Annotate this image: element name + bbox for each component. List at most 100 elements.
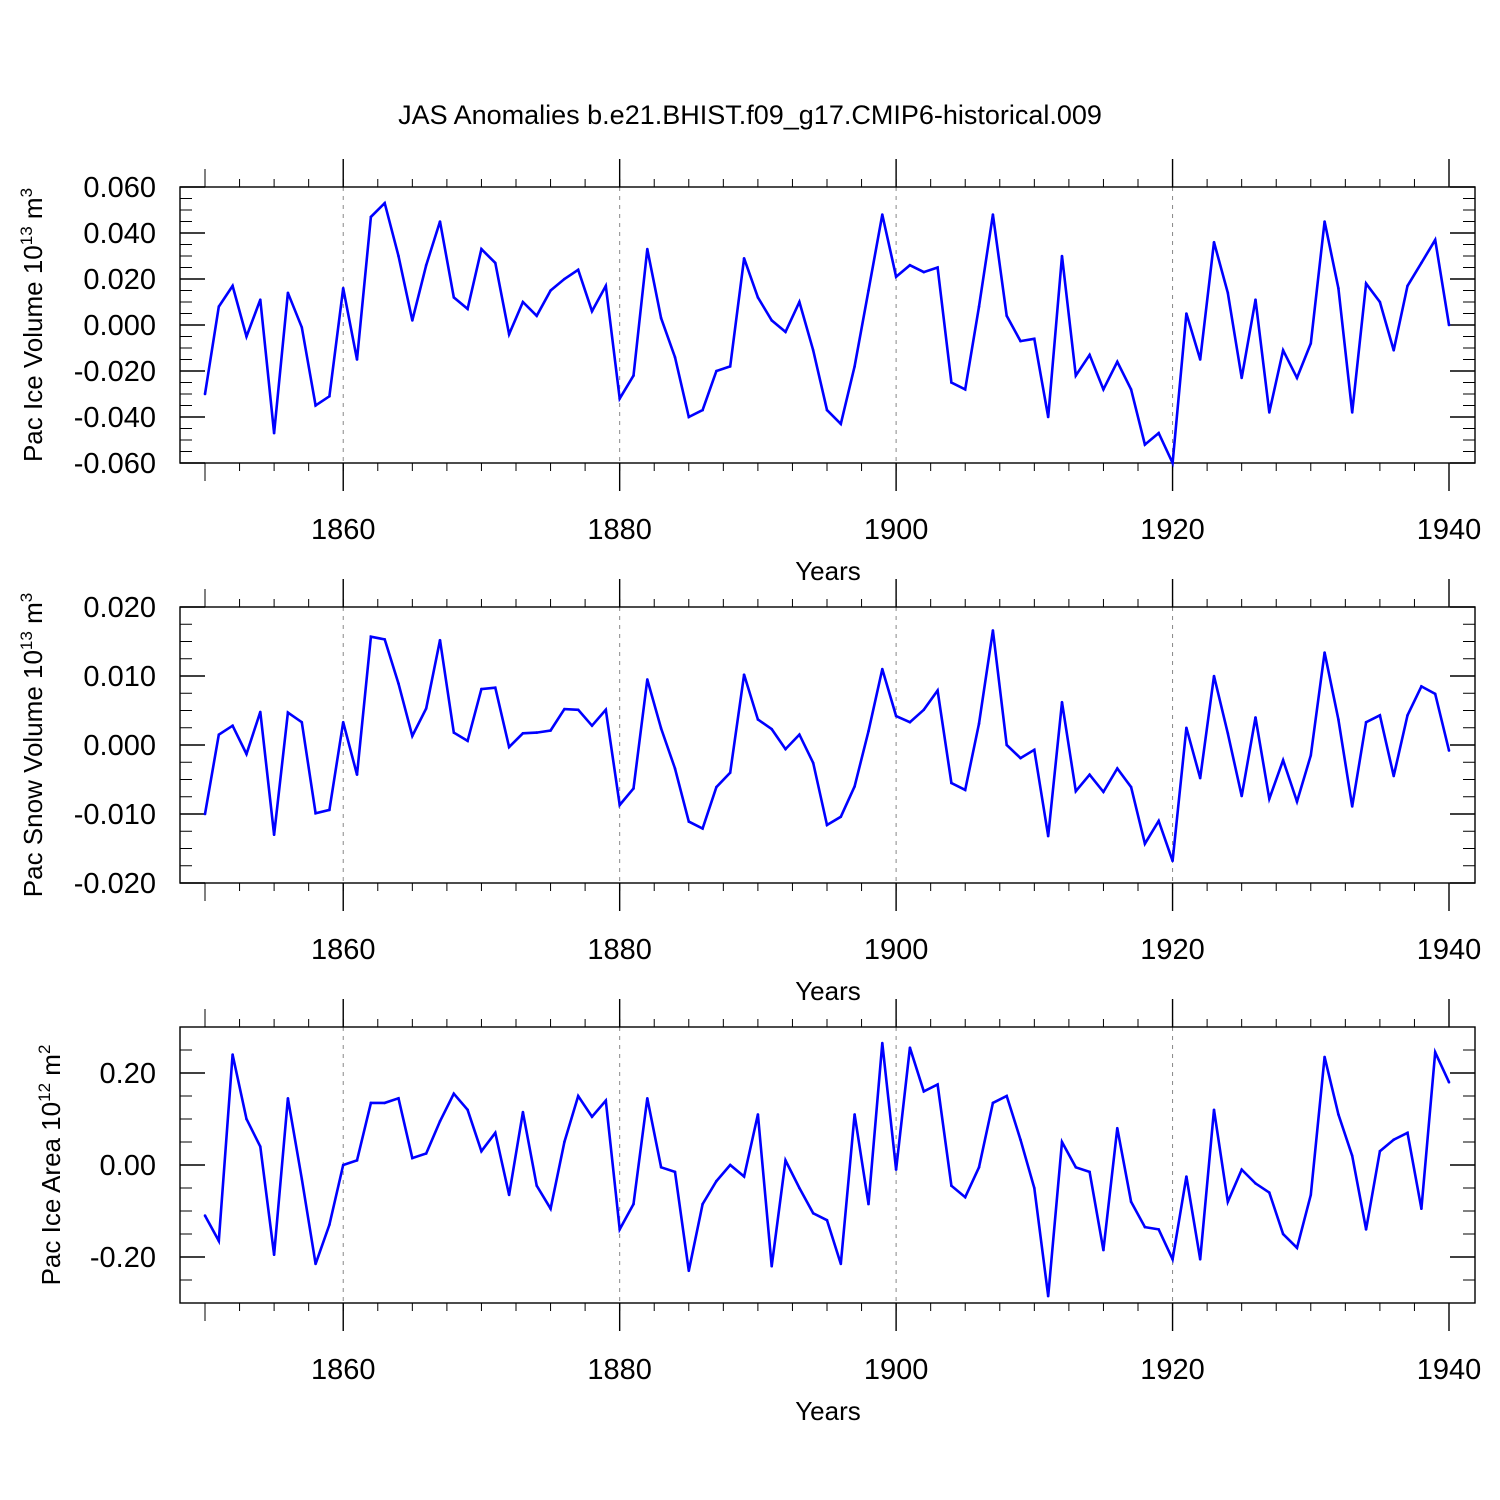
data-point xyxy=(950,781,953,785)
data-point xyxy=(839,422,843,426)
data-point xyxy=(549,729,552,732)
data-point xyxy=(604,284,608,288)
panel-1: -0.060 -0.040 -0.020 0.000 0.020 0.040 0.060 18… xyxy=(17,159,1481,586)
data-point xyxy=(590,1115,594,1118)
data-point xyxy=(203,812,207,816)
data-point xyxy=(1171,1258,1174,1261)
data-point xyxy=(950,381,953,384)
y-axis-label: Pac Ice Volume 1013 m3 xyxy=(17,188,48,462)
data-point xyxy=(715,785,718,789)
data-point xyxy=(1198,1258,1202,1261)
data-point xyxy=(286,1097,290,1100)
data-point xyxy=(922,270,926,274)
data-point xyxy=(853,1113,856,1116)
data-point xyxy=(383,1101,386,1105)
data-point xyxy=(203,392,207,396)
data-point xyxy=(1115,360,1119,364)
data-point xyxy=(424,707,428,710)
y-tick-label: 0.000 xyxy=(83,730,156,762)
data-point xyxy=(1212,674,1216,678)
data-point xyxy=(411,734,414,738)
data-point xyxy=(1212,240,1216,244)
data-point xyxy=(1046,415,1050,419)
data-point xyxy=(438,1120,442,1123)
data-point xyxy=(438,220,442,223)
data-point xyxy=(272,431,276,435)
data-point xyxy=(963,1195,967,1199)
data-point xyxy=(1364,282,1368,285)
data-point xyxy=(258,298,262,302)
data-point xyxy=(217,733,221,736)
data-point xyxy=(369,635,373,638)
chart-title: JAS Anomalies b.e21.BHIST.f09_g17.CMIP6-… xyxy=(398,100,1102,130)
data-point xyxy=(1115,767,1119,770)
data-point xyxy=(756,296,760,299)
y-tick-label: -0.020 xyxy=(74,868,156,900)
data-point xyxy=(770,1264,774,1268)
data-point xyxy=(1364,1228,1368,1231)
data-point xyxy=(1088,353,1091,357)
data-point xyxy=(1240,794,1243,798)
data-point xyxy=(659,727,663,730)
data-point xyxy=(673,355,677,359)
y-tick-label: 0.060 xyxy=(83,172,156,204)
data-point xyxy=(466,307,469,311)
data-point xyxy=(867,289,870,292)
data-point xyxy=(1350,805,1354,808)
data-point xyxy=(1074,1166,1078,1169)
data-point xyxy=(798,733,801,736)
y-tick-label: 0.020 xyxy=(83,264,156,296)
data-point xyxy=(314,404,317,407)
data-point xyxy=(314,1262,317,1266)
data-point xyxy=(521,731,525,735)
data-point xyxy=(715,369,718,373)
data-point xyxy=(1226,291,1230,295)
data-point xyxy=(1433,692,1437,696)
data-point xyxy=(1337,718,1340,721)
data-point xyxy=(991,1101,995,1105)
data-point xyxy=(742,257,746,260)
y-tick-label: 0.000 xyxy=(83,310,156,342)
data-point xyxy=(1309,754,1313,757)
x-tick-label: 1900 xyxy=(864,514,929,546)
data-point xyxy=(742,673,746,676)
data-point xyxy=(811,761,815,765)
data-point xyxy=(632,374,635,377)
data-point xyxy=(908,720,912,724)
data-point xyxy=(756,718,760,721)
data-point xyxy=(1281,1232,1285,1236)
data-point xyxy=(728,771,732,774)
y-tick-label: -0.040 xyxy=(74,402,156,434)
data-point xyxy=(977,305,981,308)
data-point xyxy=(880,1041,884,1045)
data-point xyxy=(1240,376,1243,380)
data-point xyxy=(1350,411,1354,414)
data-point xyxy=(977,1166,981,1169)
data-point xyxy=(1074,789,1078,793)
y-tick-label: 0.020 xyxy=(83,592,156,624)
data-point xyxy=(1157,431,1161,435)
x-axis-label: Years xyxy=(795,556,861,586)
x-tick-label: 1920 xyxy=(1140,514,1205,546)
data-point xyxy=(411,319,414,322)
data-point xyxy=(1157,819,1161,823)
data-point xyxy=(480,247,483,251)
x-tick-label: 1900 xyxy=(864,1354,929,1386)
y-tick-label: 0.00 xyxy=(100,1150,156,1182)
data-point xyxy=(659,1166,663,1169)
data-point xyxy=(1337,1113,1340,1116)
data-point xyxy=(535,314,539,318)
data-point xyxy=(825,408,829,412)
data-point xyxy=(646,1097,649,1100)
y-tick-label: -0.010 xyxy=(74,799,156,831)
data-point xyxy=(245,1117,248,1121)
data-point xyxy=(742,1175,746,1178)
data-point xyxy=(1420,261,1423,265)
data-point xyxy=(908,1046,912,1049)
data-point xyxy=(411,1156,414,1160)
data-point xyxy=(590,309,594,313)
data-point xyxy=(728,365,732,368)
data-point xyxy=(231,284,234,288)
data-point xyxy=(245,752,248,756)
